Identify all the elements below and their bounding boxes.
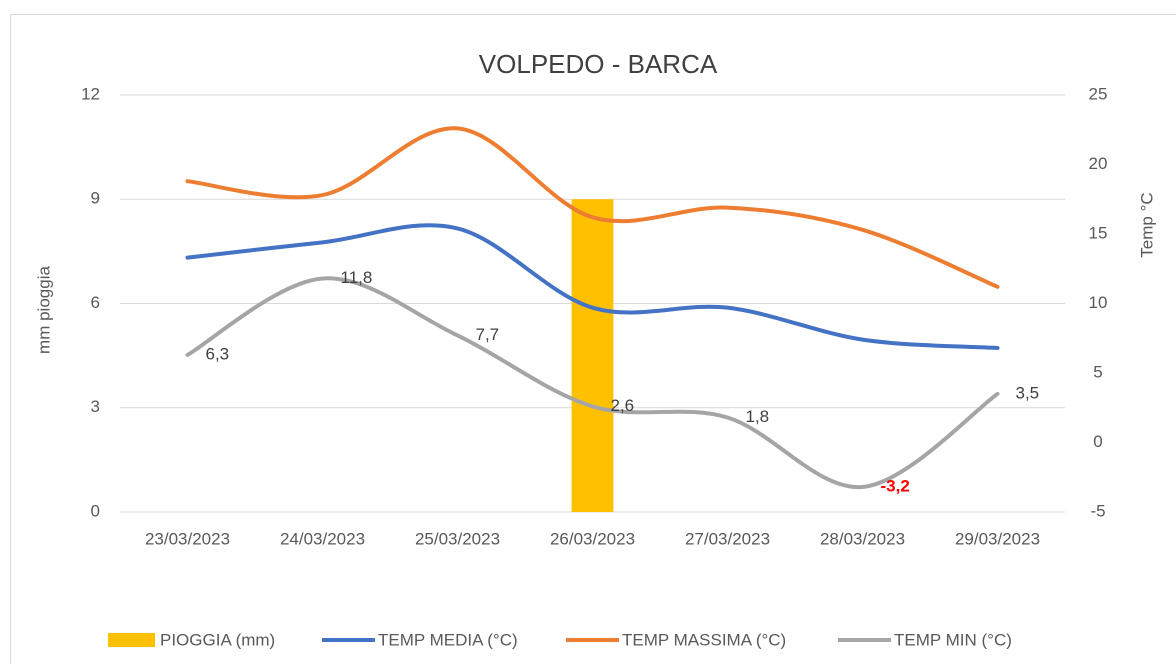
- y2-tick-label: 0: [1093, 432, 1102, 451]
- data-label: -3,2: [881, 476, 910, 495]
- data-label: 6,3: [206, 344, 230, 363]
- y2-axis-label: Temp °C: [1137, 192, 1156, 257]
- y2-tick-label: -5: [1090, 501, 1105, 520]
- y2-tick-label: 20: [1089, 154, 1108, 173]
- x-tick-label: 23/03/2023: [145, 529, 230, 548]
- chart-title: VOLPEDO - BARCA: [479, 49, 718, 79]
- bar: [572, 199, 614, 512]
- x-tick-label: 27/03/2023: [685, 529, 770, 548]
- y-tick-label: 0: [91, 501, 100, 520]
- legend-label: TEMP MEDIA (°C): [378, 630, 518, 649]
- legend-label: TEMP MIN (°C): [894, 630, 1012, 649]
- x-tick-label: 26/03/2023: [550, 529, 635, 548]
- y2-tick-label: 15: [1089, 223, 1108, 242]
- legend-label: PIOGGIA (mm): [160, 630, 275, 649]
- y-tick-label: 9: [91, 189, 100, 208]
- y2-tick-label: 25: [1089, 84, 1108, 103]
- y-tick-label: 3: [91, 397, 100, 416]
- legend-swatch: [108, 633, 155, 647]
- legend-label: TEMP MASSIMA (°C): [622, 630, 786, 649]
- y2-tick-label: 10: [1089, 293, 1108, 312]
- x-tick-label: 29/03/2023: [955, 529, 1040, 548]
- data-label: 3,5: [1016, 383, 1040, 402]
- x-tick-label: 24/03/2023: [280, 529, 365, 548]
- y-tick-label: 12: [81, 84, 100, 103]
- x-tick-label: 25/03/2023: [415, 529, 500, 548]
- data-label: 1,8: [746, 407, 770, 426]
- x-tick-label: 28/03/2023: [820, 529, 905, 548]
- data-label: 11,8: [341, 268, 373, 287]
- data-label: 7,7: [476, 325, 500, 344]
- y-tick-label: 6: [91, 293, 100, 312]
- y2-tick-label: 5: [1093, 362, 1102, 381]
- y-axis-label: mm pioggia: [34, 266, 53, 354]
- data-label: 2,6: [611, 396, 635, 415]
